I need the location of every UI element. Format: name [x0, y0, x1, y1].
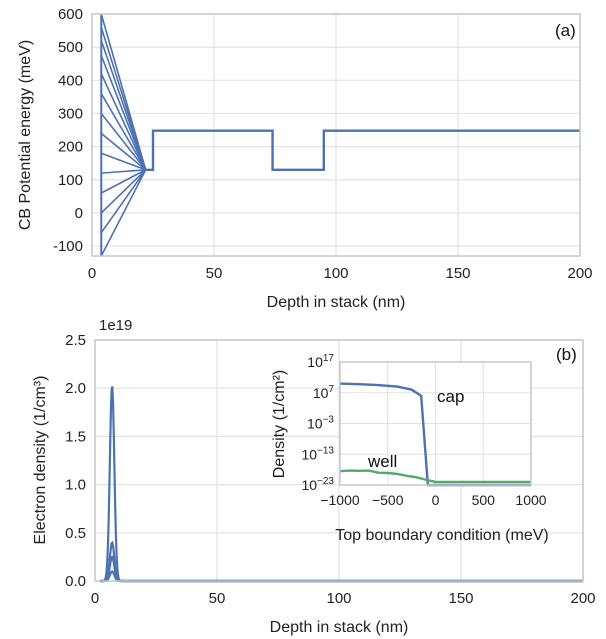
panel-a-lines [100, 13, 580, 257]
panel-a-y-tick-label: 500 [58, 39, 83, 56]
inset-series-well [339, 469, 531, 484]
panel-b-y-axis-label: Electron density (1/cm³) [32, 376, 49, 545]
panel-b-x-tick-label: 200 [570, 590, 595, 607]
inset-x-ticks: −1000 −500 0 500 1000 [320, 492, 546, 508]
panel-a-x-ticks: 0 50 100 150 200 [88, 265, 593, 282]
inset-y-tick-label: 1017 [307, 353, 334, 370]
panel-a-fan-line [100, 40, 147, 171]
inset-y-tick-label: 10−13 [301, 445, 334, 462]
inset-x-tick-label: 0 [432, 492, 440, 508]
panel-a-x-tick-label: 100 [323, 265, 348, 282]
inset-y-tick-label: 10−3 [307, 415, 334, 432]
panel-a-label: (a) [555, 21, 576, 40]
inset-lines [339, 382, 531, 487]
panel-a-fan-line [100, 112, 147, 171]
panel-b-y-ticks: 0.0 0.5 1.0 1.5 2.0 2.5 [65, 332, 86, 590]
panel-b-y-tick-label: 2.0 [65, 380, 86, 397]
panel-a-y-ticks: -100 0 100 200 300 400 500 600 [53, 6, 83, 255]
panel-b-label: (b) [556, 345, 577, 364]
panel-b-x-axis-label: Depth in stack (nm) [270, 619, 409, 636]
panel-a-x-tick-label: 150 [445, 265, 470, 282]
panel-a-fan-line [100, 169, 147, 257]
panel-b-density-curve [99, 570, 583, 583]
panel-a-fan-line [100, 93, 147, 171]
panel-b-x-tick-label: 150 [448, 590, 473, 607]
panel-b-density-curve [99, 555, 583, 583]
panel-b-x-ticks: 0 50 100 150 200 [91, 590, 596, 607]
panel-a-y-axis-label: CB Potential energy (meV) [17, 40, 34, 230]
inset-x-axis-label: Top boundary condition (meV) [335, 527, 548, 544]
panel-a-fan-line [100, 55, 147, 171]
inset-x-tick-label: 1000 [515, 492, 546, 508]
panel-a-x-tick-label: 50 [206, 265, 223, 282]
inset-series-cap [339, 382, 531, 487]
panel-a-frame [91, 13, 581, 257]
inset-series-label-cap: cap [437, 387, 464, 406]
panel-a-fan-line [100, 132, 147, 171]
panel-a-y-tick-label: 0 [75, 205, 83, 222]
panel-b-density-curve [99, 540, 583, 583]
inset-x-tick-label: −500 [372, 492, 404, 508]
inset-y-tick-label: 107 [313, 384, 335, 401]
panel-b-x-tick-label: 50 [209, 590, 226, 607]
panel-b-y-tick-label: 2.5 [65, 332, 86, 349]
panel-b-y-tick-label: 0.5 [65, 525, 86, 542]
panel-b-frame [94, 339, 584, 582]
panel-b-scale-label: 1e19 [99, 317, 132, 334]
panel-a-x-tick-label: 200 [567, 265, 592, 282]
panel-a-fan-line [100, 152, 146, 171]
panel-b: 0.0 0.5 1.0 1.5 2.0 2.5 0 50 100 150 200 1e19 (b)… [32, 317, 596, 636]
panel-a-y-tick-label: -100 [53, 238, 83, 255]
panel-b-x-tick-label: 100 [326, 590, 351, 607]
inset-x-tick-label: 500 [472, 492, 496, 508]
panel-b-y-tick-label: 0.0 [65, 573, 86, 590]
inset-y-tick-label: 10−23 [301, 476, 334, 493]
panel-a-fan-line [100, 169, 147, 214]
panel-b-y-tick-label: 1.5 [65, 428, 86, 445]
panel-a-y-tick-label: 400 [58, 72, 83, 89]
inset-series-label-well: well [367, 452, 397, 471]
panel-a-y-tick-label: 100 [58, 172, 83, 189]
panel-a-y-tick-label: 200 [58, 139, 83, 156]
inset-y-ticks: 1017 107 10−3 10−13 10−23 [301, 353, 334, 493]
panel-a-x-tick-label: 0 [88, 265, 96, 282]
panel-a-fan-line [100, 73, 147, 171]
panel-a-fan-line [100, 169, 147, 234]
panel-a-x-axis-label: Depth in stack (nm) [267, 294, 406, 311]
panel-a-potential-profile [145, 129, 580, 172]
panel-b-x-tick-label: 0 [91, 590, 99, 607]
inset-y-axis-label: Density (1/cm²) [271, 370, 288, 478]
panel-a-fan-line [100, 169, 147, 194]
panel-a-fan-line [101, 169, 146, 174]
panel-a-y-tick-label: 600 [58, 6, 83, 23]
inset-frame [339, 361, 532, 486]
panel-a-grid [91, 13, 581, 256]
panel-b-y-tick-label: 1.0 [65, 477, 86, 494]
panel-a-y-tick-label: 300 [58, 105, 83, 122]
inset-x-tick-label: −1000 [320, 492, 360, 508]
panel-a: -100 0 100 200 300 400 500 600 0 50 100 150 200 (a)… [17, 6, 593, 311]
